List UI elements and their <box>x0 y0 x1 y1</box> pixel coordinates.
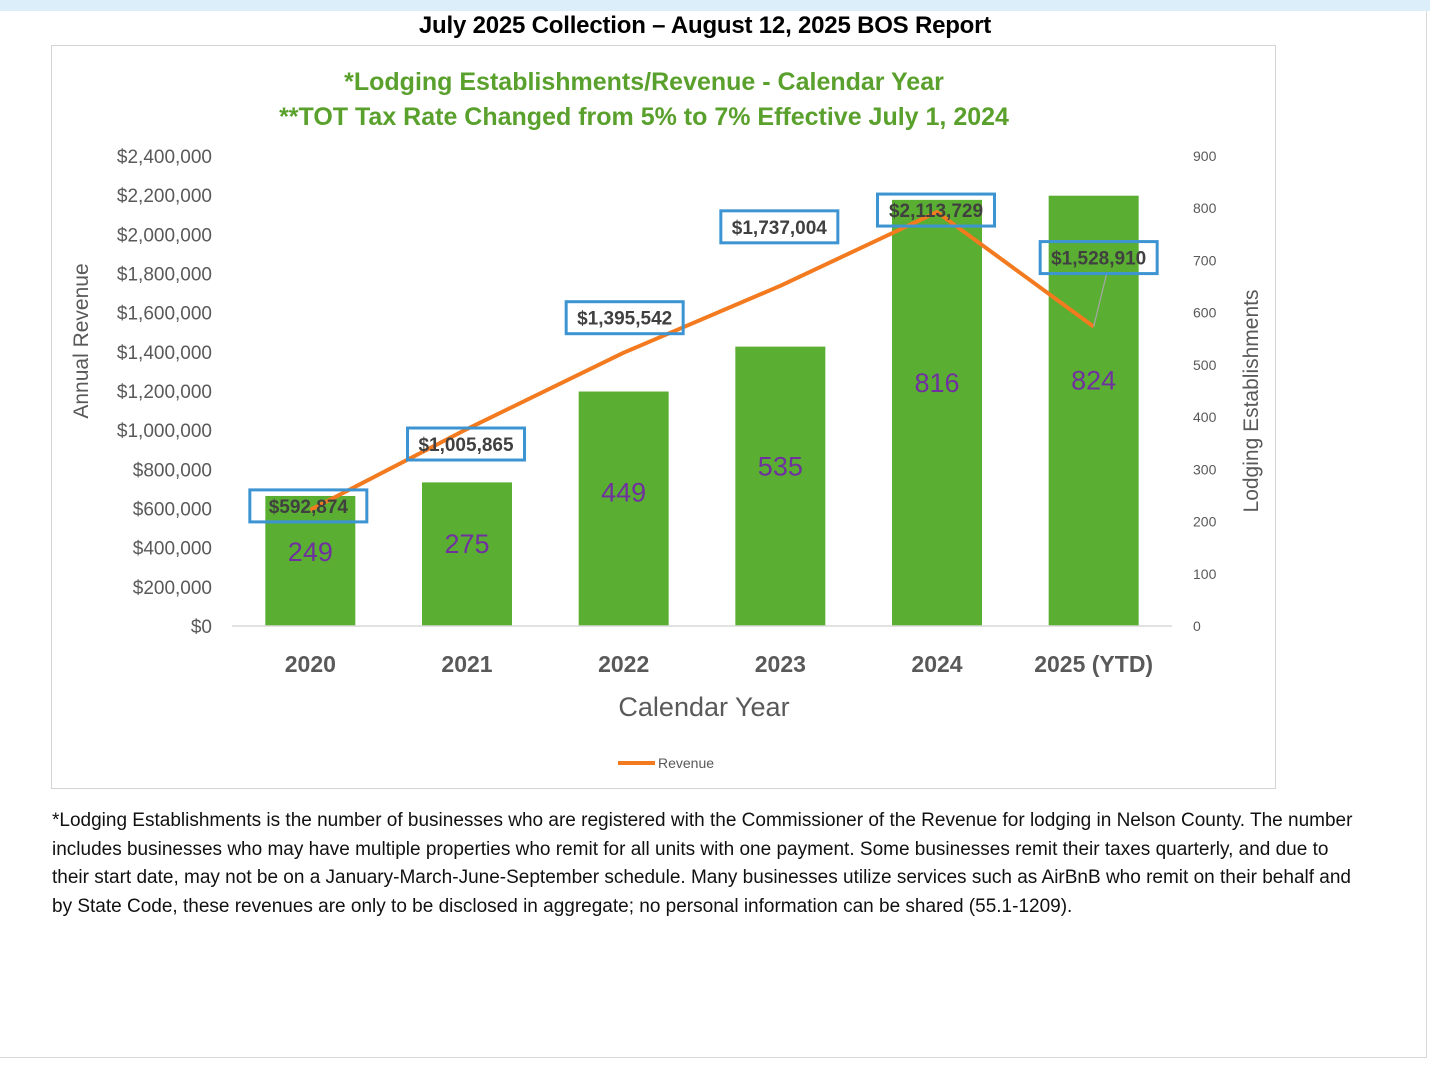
chart-subtitle: **TOT Tax Rate Changed from 5% to 7% Eff… <box>279 103 1009 131</box>
revenue-label-box <box>719 209 840 245</box>
left-axis-tick: $1,600,000 <box>117 304 212 325</box>
bar-2023 <box>735 346 826 626</box>
left-axis-tick: $2,400,000 <box>117 147 212 168</box>
bar-2020 <box>265 495 356 626</box>
revenue-data-label: $2,113,729 <box>889 201 983 222</box>
left-axis-tick: $0 <box>191 617 212 638</box>
revenue-label-box <box>1038 240 1159 276</box>
right-axis-tick: 0 <box>1193 618 1201 634</box>
left-axis-tick: $200,000 <box>133 578 212 599</box>
x-axis-title: Calendar Year <box>618 692 789 722</box>
right-axis-tick: 600 <box>1193 305 1217 321</box>
bar-value-label: 824 <box>1071 366 1116 396</box>
revenue-data-label: $1,395,542 <box>577 309 672 330</box>
right-axis-tick: 800 <box>1193 200 1217 216</box>
category-label: 2022 <box>598 651 649 677</box>
page-title: July 2025 Collection – August 12, 2025 B… <box>418 12 992 39</box>
bar-value-label: 816 <box>914 368 959 398</box>
revenue-data-label: $1,737,004 <box>732 218 828 239</box>
revenue-label-box <box>248 488 369 524</box>
right-axis-title: Lodging Establishments <box>1240 290 1263 513</box>
top-strip <box>0 0 1430 11</box>
revenue-line <box>309 210 1095 512</box>
left-axis-tick: $800,000 <box>133 460 212 481</box>
revenue-label-box <box>406 426 526 462</box>
left-axis-title: Annual Revenue <box>70 263 93 418</box>
category-label: 2020 <box>285 651 336 677</box>
left-axis-tick: $1,800,000 <box>117 265 212 286</box>
left-axis-tick: $2,200,000 <box>117 186 212 207</box>
right-axis-tick: 900 <box>1193 148 1217 164</box>
combo-chart: *Lodging Establishments/Revenue - Calend… <box>70 68 1263 771</box>
chart-title: *Lodging Establishments/Revenue - Calend… <box>344 68 944 96</box>
left-axis-tick: $1,200,000 <box>117 382 212 403</box>
legend-revenue-label: Revenue <box>658 755 714 771</box>
bar-2025-ytd- <box>1048 195 1139 626</box>
category-label: 2025 (YTD) <box>1034 651 1153 677</box>
left-axis-tick: $1,400,000 <box>117 343 212 364</box>
right-axis-tick: 400 <box>1193 409 1217 425</box>
right-axis-tick: 700 <box>1193 252 1217 268</box>
category-label: 2023 <box>755 651 806 677</box>
category-label: 2021 <box>441 651 492 677</box>
page-edge-bottom <box>0 1057 1427 1058</box>
bar-2021 <box>422 482 512 626</box>
bar-value-label: 535 <box>758 452 803 482</box>
footnote: *Lodging Establishments is the number of… <box>52 810 1353 918</box>
left-axis-tick: $2,000,000 <box>117 225 212 246</box>
bar-2024 <box>892 199 982 626</box>
bar-2022 <box>578 391 669 626</box>
revenue-label-box <box>876 192 996 228</box>
right-axis-tick: 100 <box>1193 566 1217 582</box>
left-axis-tick: $600,000 <box>133 500 212 521</box>
bar-value-label: 249 <box>288 537 333 567</box>
right-axis-tick: 500 <box>1193 357 1217 373</box>
right-axis-tick: 300 <box>1193 461 1217 477</box>
right-axis-tick: 200 <box>1193 514 1217 530</box>
page-edge <box>1426 11 1427 1057</box>
revenue-data-label: $592,874 <box>269 497 349 518</box>
chart-frame: *Lodging Establishments/Revenue - Calend… <box>51 45 1276 789</box>
bar-value-label: 449 <box>601 477 646 507</box>
category-label: 2024 <box>911 651 962 677</box>
revenue-data-label: $1,528,910 <box>1051 249 1146 270</box>
left-axis-tick: $1,000,000 <box>117 421 212 442</box>
revenue-label-box <box>564 300 685 336</box>
revenue-data-label: $1,005,865 <box>418 435 514 456</box>
label-leader-line <box>1093 273 1108 327</box>
left-axis-tick: $400,000 <box>133 539 212 560</box>
bar-value-label: 275 <box>444 529 489 559</box>
